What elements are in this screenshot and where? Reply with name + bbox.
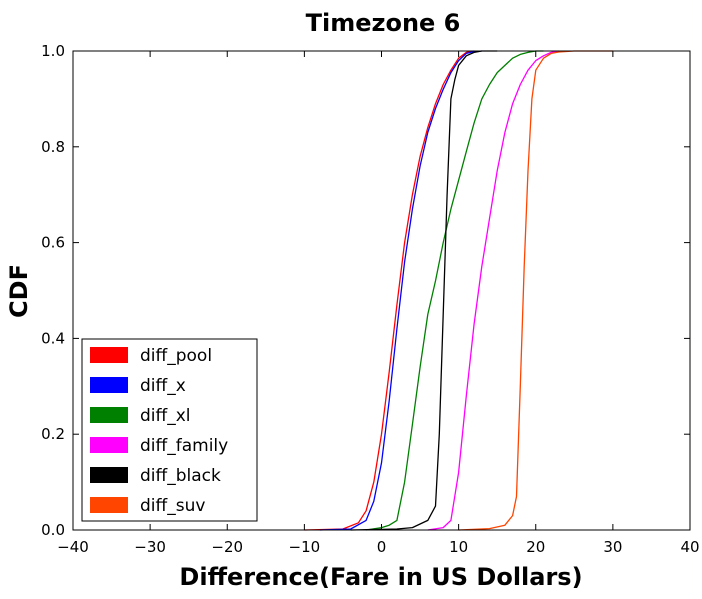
legend-label-diff-x: diff_x — [140, 376, 186, 396]
x-tick-label: −10 — [289, 538, 321, 556]
series-line-diff-xl — [365, 50, 544, 531]
legend-swatch-diff-xl — [90, 407, 128, 423]
x-tick-label: 30 — [603, 538, 622, 556]
legend-label-diff-black: diff_black — [140, 466, 221, 486]
legend-label-diff-xl: diff_xl — [140, 406, 191, 426]
legend: diff_pool diff_x diff_xl diff_family diff_bl… — [81, 338, 258, 522]
y-tick-label: 0.8 — [41, 138, 65, 156]
x-tick-label: 40 — [680, 538, 699, 556]
y-tick-label: 0.4 — [41, 329, 65, 347]
x-tick-labels: −40 −30 −20 −10 0 10 20 30 40 — [57, 538, 699, 556]
series-line-diff-x — [319, 50, 482, 531]
legend-swatch-diff-x — [90, 377, 128, 393]
series-lines — [304, 50, 613, 531]
legend-swatch-diff-suv — [90, 497, 128, 513]
y-tick-label: 0.2 — [41, 425, 65, 443]
series-line-diff-black — [350, 50, 498, 531]
legend-label-diff-family: diff_family — [140, 436, 228, 456]
x-tick-label: 0 — [377, 538, 387, 556]
series-line-diff-suv — [458, 50, 613, 531]
chart-title: Timezone 6 — [306, 9, 461, 37]
plot-frame — [72, 50, 691, 531]
y-tick-label: 1.0 — [41, 42, 65, 60]
legend-label-diff-pool: diff_pool — [140, 346, 212, 366]
x-tick-label: −30 — [134, 538, 166, 556]
x-tick-label: −40 — [57, 538, 89, 556]
y-tick-labels: 0.0 0.2 0.4 0.6 0.8 1.0 — [41, 42, 65, 539]
legend-swatch-diff-black — [90, 467, 128, 483]
x-tick-label: 20 — [526, 538, 545, 556]
y-tick-label: 0.0 — [41, 521, 65, 539]
x-tick-label: −20 — [211, 538, 243, 556]
y-tick-label: 0.6 — [41, 234, 65, 252]
x-tick-label: 10 — [449, 538, 468, 556]
series-line-diff-family — [427, 50, 560, 531]
y-axis-label: CDF — [5, 264, 33, 318]
x-axis-label: Difference(Fare in US Dollars) — [179, 563, 582, 591]
legend-swatch-diff-pool — [90, 347, 128, 363]
series-line-diff-pool — [304, 50, 475, 531]
legend-label-diff-suv: diff_suv — [140, 496, 205, 516]
legend-swatch-diff-family — [90, 437, 128, 453]
legend-box — [81, 338, 258, 522]
